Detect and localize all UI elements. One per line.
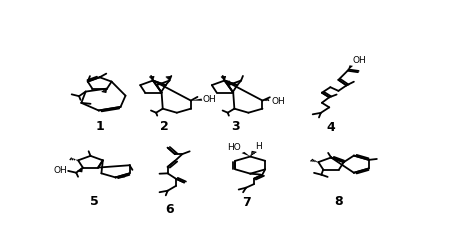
Polygon shape — [242, 152, 250, 157]
Text: OH: OH — [202, 95, 216, 104]
Text: 7: 7 — [242, 196, 251, 209]
Text: OH: OH — [352, 56, 366, 65]
Polygon shape — [347, 65, 353, 71]
Text: 1: 1 — [95, 120, 104, 133]
Polygon shape — [191, 99, 202, 101]
Text: HO: HO — [228, 143, 241, 152]
Text: H: H — [255, 142, 262, 151]
Text: 2: 2 — [160, 120, 168, 133]
Text: 4: 4 — [327, 121, 336, 134]
Text: 8: 8 — [334, 195, 343, 208]
Text: 3: 3 — [231, 120, 240, 133]
Text: OH: OH — [272, 97, 285, 106]
Text: 5: 5 — [90, 195, 99, 208]
Text: 6: 6 — [165, 203, 174, 217]
Text: OH: OH — [54, 166, 67, 175]
